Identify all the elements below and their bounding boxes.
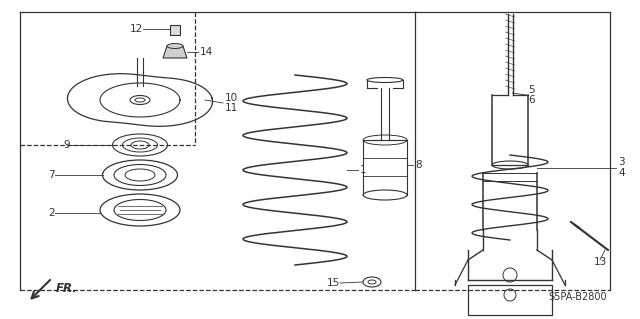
Text: 9: 9 (63, 140, 70, 150)
Bar (170, 25, 180, 35)
Text: 15: 15 (327, 278, 340, 288)
Text: FR.: FR. (56, 282, 77, 295)
Text: 5: 5 (528, 85, 534, 95)
Text: 7: 7 (49, 170, 55, 180)
Polygon shape (163, 46, 187, 58)
Bar (468, 285, 552, 315)
Text: 12: 12 (130, 24, 143, 34)
Text: 1: 1 (360, 165, 367, 175)
Text: S5PA-B2800: S5PA-B2800 (548, 292, 607, 302)
Text: 13: 13 (593, 257, 607, 267)
Text: 4: 4 (618, 168, 625, 178)
Text: 14: 14 (200, 47, 213, 57)
Text: 6: 6 (528, 95, 534, 105)
Text: 11: 11 (225, 103, 238, 113)
Ellipse shape (167, 43, 183, 48)
Text: 2: 2 (49, 208, 55, 218)
Text: 8: 8 (415, 160, 422, 170)
Text: 3: 3 (618, 157, 625, 167)
Text: 10: 10 (225, 93, 238, 103)
